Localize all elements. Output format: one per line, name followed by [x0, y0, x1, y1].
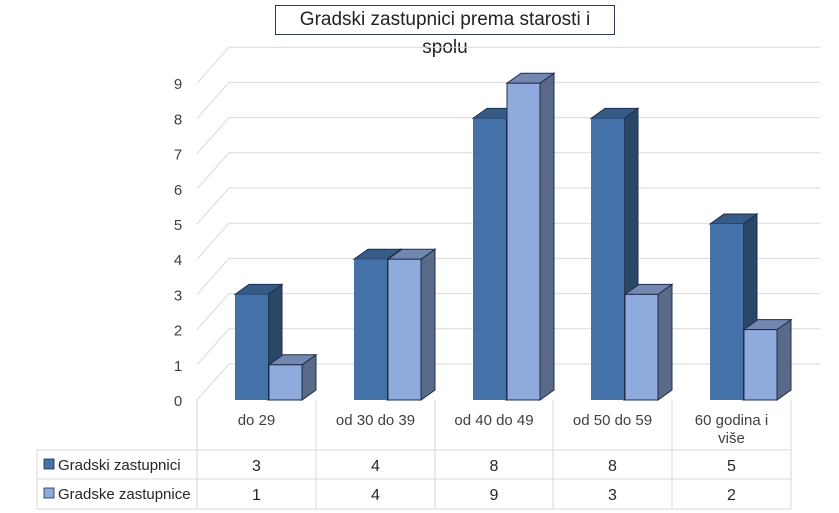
- bar-front: [710, 224, 743, 400]
- chart-title: Gradski zastupnici prema starosti i spol…: [275, 5, 615, 58]
- bar-1-2: [505, 72, 556, 401]
- bar-front: [354, 259, 387, 400]
- gridline-side-0: [196, 363, 230, 401]
- y-tick-label: 4: [174, 252, 182, 269]
- bar-1-4: [742, 318, 793, 401]
- data-table-cell: 8: [608, 458, 617, 475]
- gridline-side-1: [196, 328, 230, 366]
- y-tick-label: 7: [174, 147, 182, 164]
- bar-front: [473, 118, 506, 401]
- category-label: od 40 do 49: [454, 412, 533, 429]
- y-tick-label: 3: [174, 287, 182, 304]
- legend-swatch: [43, 458, 55, 470]
- bar-front: [387, 258, 422, 401]
- data-table-cell: 8: [490, 458, 499, 475]
- data-table-cell: 4: [371, 458, 380, 475]
- gridline-side-8: [196, 82, 230, 119]
- legend-label: Gradski zastupnici: [58, 457, 181, 474]
- data-table-cell: 4: [371, 487, 380, 504]
- bar-front: [268, 364, 303, 401]
- bar-side: [776, 318, 792, 401]
- bar-front: [624, 293, 659, 401]
- legend-swatch: [43, 487, 55, 499]
- category-label: do 29: [238, 412, 276, 429]
- bar-side: [657, 283, 673, 401]
- gridline-side-2: [196, 293, 230, 330]
- y-tick-label: 0: [174, 393, 182, 410]
- y-tick-label: 9: [174, 76, 182, 93]
- data-table-cell: 5: [727, 458, 736, 475]
- bar-front: [591, 118, 624, 401]
- y-tick-label: 1: [174, 358, 182, 375]
- bar-1-0: [267, 353, 318, 401]
- category-label: 60 godina i više: [695, 412, 768, 447]
- bar-front: [743, 329, 778, 401]
- y-tick-label: 6: [174, 182, 182, 199]
- gridline-side-9: [196, 46, 230, 84]
- data-table-cell: 9: [490, 487, 499, 504]
- bar-1-3: [623, 283, 674, 401]
- category-label: od 30 do 39: [336, 412, 415, 429]
- bar-front: [506, 82, 541, 401]
- data-table-cell: 1: [252, 487, 261, 504]
- y-tick-label: 2: [174, 323, 182, 340]
- legend-label: Gradske zastupnice: [58, 486, 191, 503]
- bar-side: [420, 248, 436, 401]
- data-table-cell: 3: [608, 487, 617, 504]
- data-table-cell: 3: [252, 458, 261, 475]
- bar-0-4: [708, 213, 759, 401]
- bar-front: [235, 294, 268, 400]
- gridline-side-5: [196, 187, 230, 225]
- gridline-side-7: [196, 117, 230, 154]
- y-tick-label: 8: [174, 111, 182, 128]
- y-tick-label: 5: [174, 217, 182, 234]
- gridline-side-3: [196, 258, 230, 295]
- category-label: od 50 do 59: [573, 412, 652, 429]
- gridline-side-6: [196, 152, 230, 190]
- bar-1-1: [386, 248, 437, 401]
- data-table-cell: 2: [727, 487, 736, 504]
- bar-side: [539, 72, 555, 401]
- gridline-side-4: [196, 222, 230, 260]
